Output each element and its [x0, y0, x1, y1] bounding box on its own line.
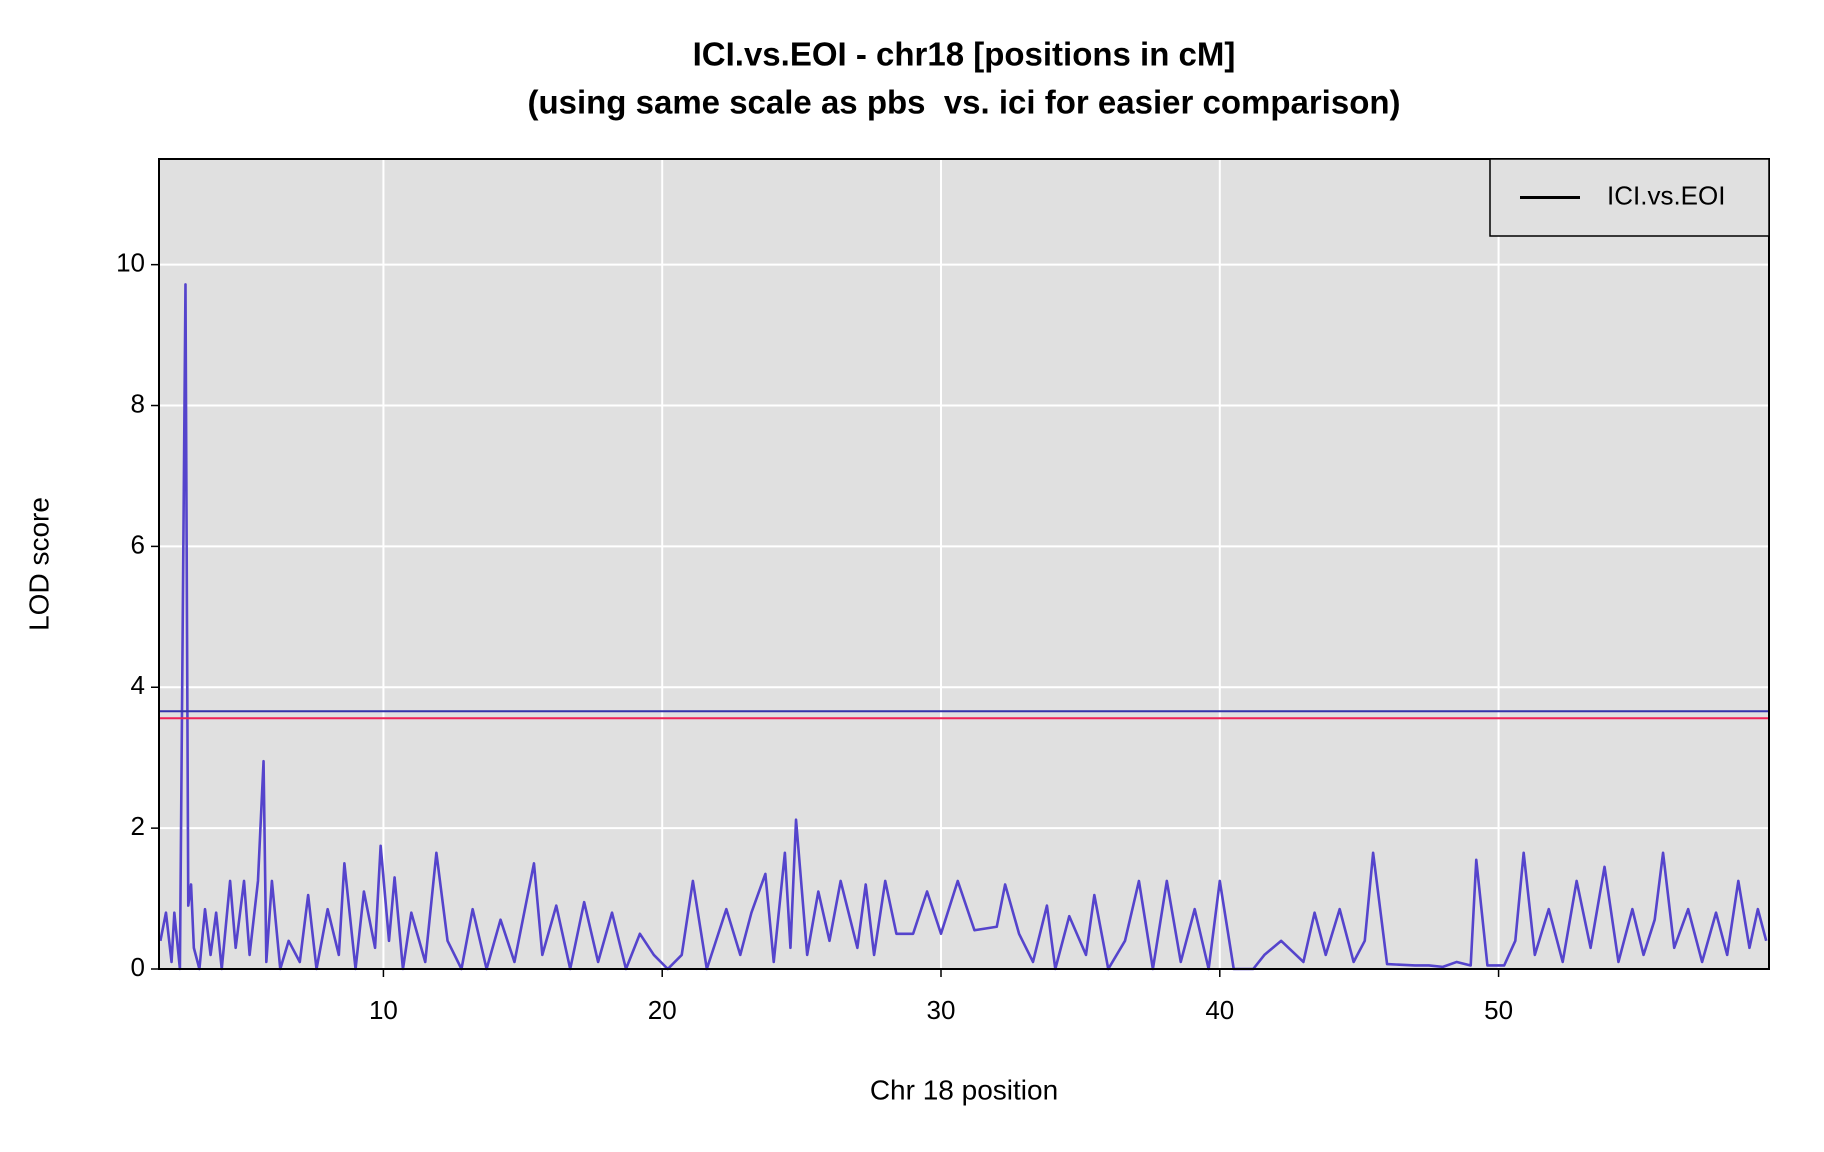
y-axis-label: LOD score	[23, 497, 54, 631]
y-tick-label: 10	[116, 248, 145, 278]
legend-label: ICI.vs.EOI	[1607, 180, 1725, 210]
x-axis-label: Chr 18 position	[870, 1074, 1058, 1105]
y-tick-label: 4	[131, 670, 145, 700]
y-tick-label: 6	[131, 529, 145, 559]
chart-title: ICI.vs.EOI - chr18 [positions in cM]	[693, 36, 1236, 73]
plot-area	[159, 159, 1769, 969]
x-tick-label: 20	[648, 995, 677, 1025]
y-tick-label: 2	[131, 811, 145, 841]
y-tick-label: 8	[131, 388, 145, 418]
lod-line	[159, 283, 1768, 971]
x-tick-label: 50	[1484, 995, 1513, 1025]
chart-subtitle: (using same scale as pbs vs. ici for eas…	[527, 84, 1400, 121]
x-tick-label: 30	[927, 995, 956, 1025]
x-tick-label: 10	[369, 995, 398, 1025]
y-tick-label: 0	[131, 952, 145, 982]
x-tick-label: 40	[1205, 995, 1234, 1025]
plot-border	[158, 158, 1770, 970]
